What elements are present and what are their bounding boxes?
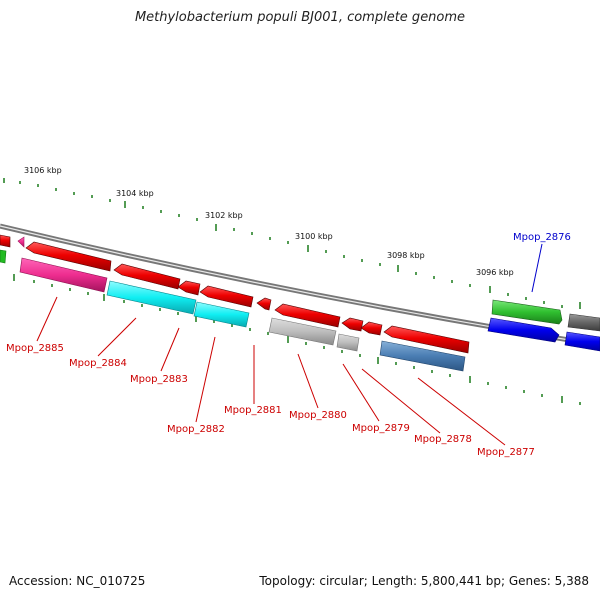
gene-feature[interactable] <box>336 333 360 352</box>
gene-label[interactable]: Mpop_2879 <box>352 423 410 434</box>
label-leader-lines <box>36 243 543 446</box>
gene-feature[interactable] <box>106 280 197 315</box>
gene-label[interactable]: Mpop_2885 <box>6 343 64 354</box>
gene-arrow[interactable] <box>199 285 254 308</box>
gene-feature[interactable] <box>379 340 466 372</box>
gene-arrow[interactable] <box>113 263 181 290</box>
gene-arrow[interactable] <box>360 321 383 336</box>
map-title: Methylobacterium populi BJ001, complete … <box>134 10 466 25</box>
accession-label: Accession: NC_010725 <box>9 574 146 588</box>
tick-label: 3100 kbp <box>295 232 333 241</box>
gene-arrow[interactable] <box>491 299 563 325</box>
inner-tick-ring <box>13 274 581 405</box>
gene-arrow[interactable] <box>25 241 112 272</box>
gene-feature[interactable] <box>0 249 7 264</box>
gene-arrow[interactable] <box>256 297 272 311</box>
gene-track-forward <box>0 234 600 354</box>
gene-label[interactable]: Mpop_2878 <box>414 434 472 445</box>
gene-label[interactable]: Mpop_2881 <box>224 405 282 416</box>
gene-arrow[interactable] <box>0 234 11 248</box>
tick-label: 3104 kbp <box>116 189 154 198</box>
gene-arrow[interactable] <box>383 325 470 354</box>
gene-label[interactable]: Mpop_2876 <box>513 232 571 243</box>
gene-feature[interactable] <box>487 317 560 343</box>
tick-label: 3106 kbp <box>24 166 62 175</box>
gene-arrow[interactable] <box>274 303 341 328</box>
gene-arrow[interactable] <box>177 280 201 296</box>
gene-arrow[interactable] <box>567 313 600 332</box>
tick-label: 3098 kbp <box>387 251 425 260</box>
gene-label[interactable]: Mpop_2883 <box>130 374 188 385</box>
gene-track-features <box>0 249 600 372</box>
gene-label[interactable]: Mpop_2884 <box>69 358 127 369</box>
gene-feature[interactable] <box>193 301 250 328</box>
gene-feature[interactable] <box>19 257 108 293</box>
gene-label[interactable]: Mpop_2882 <box>167 424 225 435</box>
genome-summary: Topology: circular; Length: 5,800,441 bp… <box>259 574 589 588</box>
gene-feature[interactable] <box>564 331 600 352</box>
gene-label[interactable]: Mpop_2880 <box>289 410 347 421</box>
gene-feature[interactable] <box>268 317 337 346</box>
tick-label: 3102 kbp <box>205 211 243 220</box>
outer-tick-ring <box>3 178 581 309</box>
tick-label: 3096 kbp <box>476 268 514 277</box>
gene-arrow[interactable] <box>17 236 25 248</box>
gene-arrow[interactable] <box>341 317 364 332</box>
gene-label[interactable]: Mpop_2877 <box>477 447 535 458</box>
